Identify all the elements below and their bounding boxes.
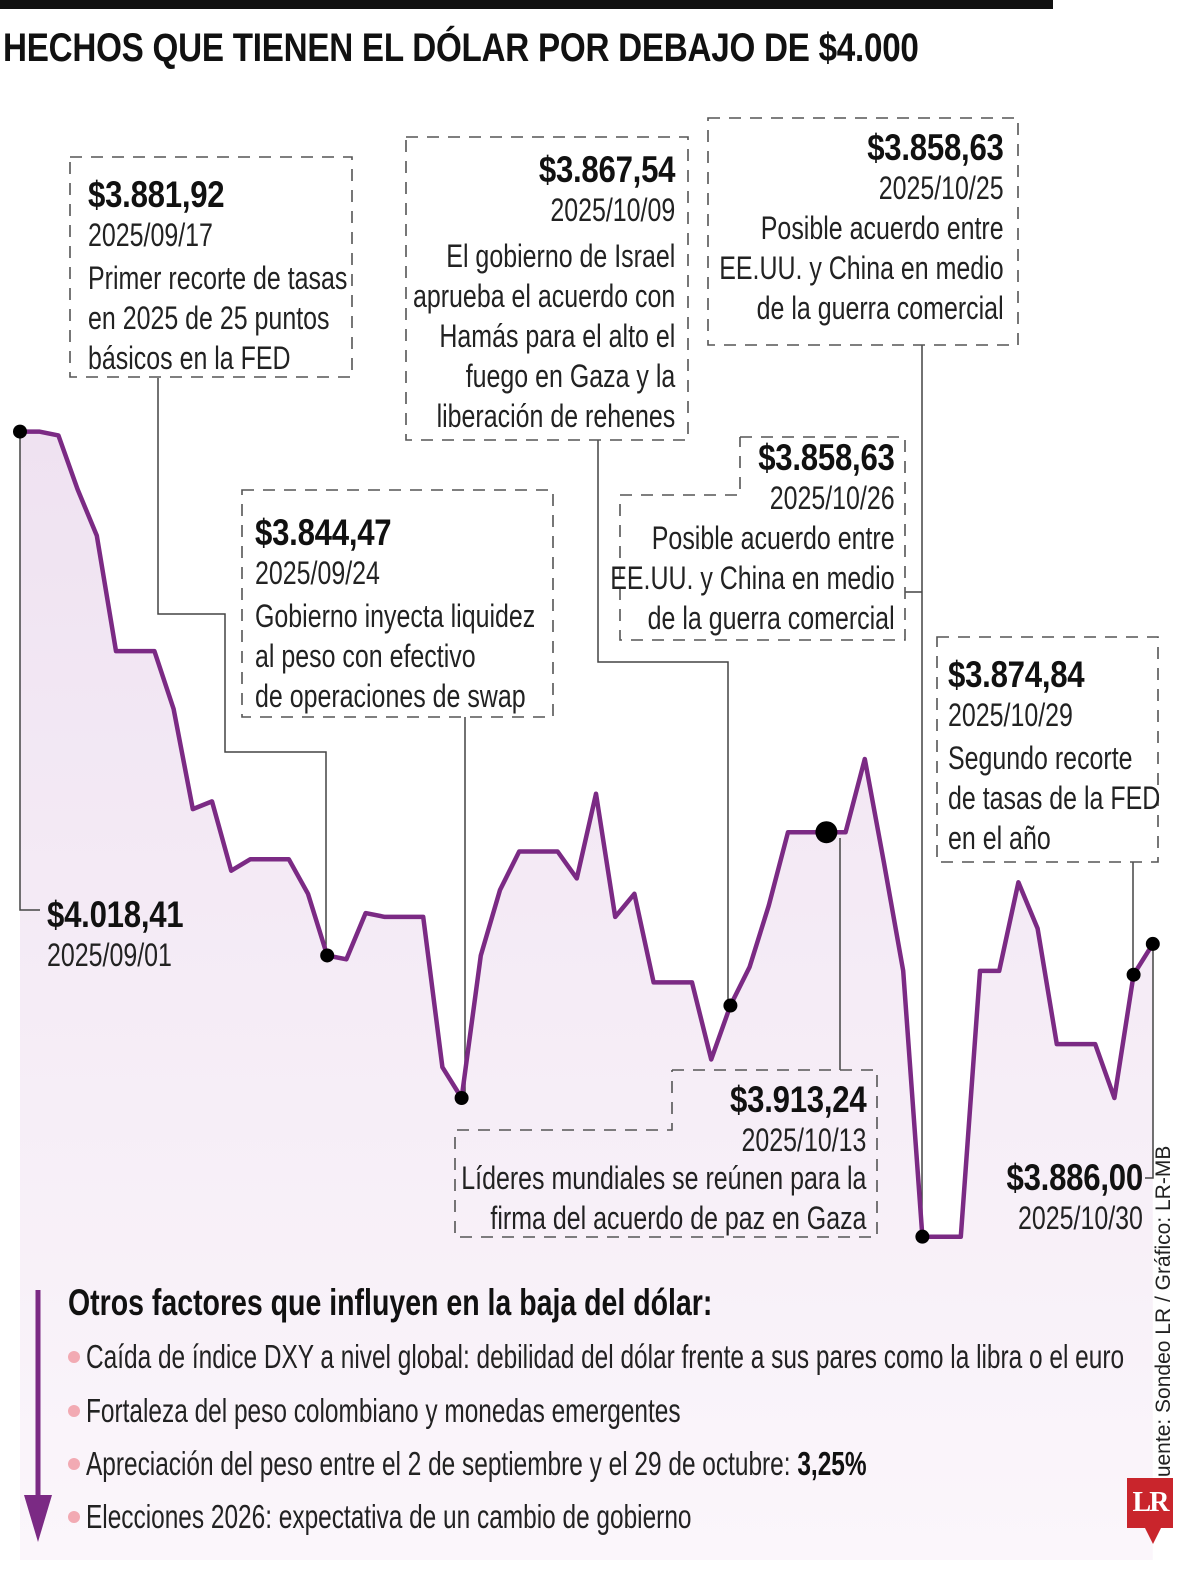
annotation-text: Hamás para el alto el [439,318,675,354]
annotation-date: 2025/10/09 [550,192,675,228]
factor-percentage: 3,25% [797,1445,867,1482]
box-0917 [69,156,353,378]
box-0924 [241,489,554,718]
factor-text: Caída de índice DXY a nivel global: debi… [86,1338,1125,1375]
annotation-text: Gobierno inyecta liquidez [255,598,536,634]
annotation-text: al peso con efectivo [255,638,476,674]
annotation-text: Primer recorte de tasas [88,260,348,296]
annotation-boxes [69,117,1159,1238]
box-1009 [405,136,689,441]
annotation-value: $3.913,24 [729,1079,867,1120]
annotation-date: 2025/09/24 [255,555,380,591]
factor-text: Apreciación del peso entre el 2 de septi… [86,1445,798,1482]
annotation-1025: $3.858,63 2025/10/25 Posible acuerdo ent… [719,128,1005,328]
annotation-0924: $3.844,47 2025/09/24 Gobierno inyecta li… [255,513,535,716]
bullet-dot-icon [68,1458,80,1470]
leader-lines [19,345,1154,1235]
annotation-text: EE.UU. y China en medio [610,560,895,596]
data-point-marker [815,821,838,844]
annotation-value: $4.018,41 [47,894,184,935]
data-point-marker [1145,936,1160,951]
annotation-text: básicos en la FED [88,340,291,376]
annotation-date: 2025/10/30 [1018,1200,1143,1236]
annotation-text: liberación de rehenes [436,398,675,434]
source-credit: Fuente: Sondeo LR / Gráfico: LR-MB [1152,1145,1175,1490]
lr-logo: LR [1127,1478,1173,1544]
area-fill [20,431,1153,1561]
annotation-text: Posible acuerdo entre [761,210,1004,246]
data-point-marker [915,1229,930,1244]
bullet-dot-icon [68,1511,80,1523]
annotation-text: Posible acuerdo entre [652,520,895,556]
annotation-text: firma del acuerdo de paz en Gaza [489,1200,866,1236]
data-point-marker [723,998,738,1013]
annotation-value: $3.874,84 [948,654,1085,695]
annotation-date: 2025/10/26 [770,480,895,516]
annotation-date: 2025/09/01 [47,937,172,973]
annotation-text: Segundo recorte [948,740,1133,776]
annotation-text: EE.UU. y China en medio [719,250,1004,286]
other-factors: Otros factores que influyen en la baja d… [68,1280,1124,1535]
top-rule [0,0,1053,9]
factor-text-wrap: Apreciación del peso entre el 2 de septi… [86,1444,867,1484]
annotation-date: 2025/10/25 [879,170,1004,206]
data-point-marker [454,1090,469,1105]
annotation-1026: $3.858,63 2025/10/26 Posible acuerdo ent… [610,438,896,638]
box-1013 [454,1069,878,1238]
annotation-text: Líderes mundiales se reúnen para la [460,1160,866,1196]
factor-text: Fortaleza del peso colombiano y monedas … [86,1392,681,1429]
annotation-0901: $4.018,41 2025/09/01 [47,895,184,975]
factors-heading: Otros factores que influyen en la baja d… [68,1282,713,1323]
annotation-text: de la guerra comercial [757,290,1004,326]
factor-text: Elecciones 2026: expectativa de un cambi… [86,1498,692,1535]
box-1029 [936,636,1159,863]
annotation-1013: $3.913,24 2025/10/13 Líderes mundiales s… [461,1080,866,1238]
annotation-date: 2025/10/29 [948,697,1073,733]
annotation-text: en el año [948,820,1051,856]
annotation-text: fuego en Gaza y la [465,358,675,394]
box-1026 [619,436,906,641]
annotation-0917: $3.881,92 2025/09/17 Primer recorte de t… [88,175,347,378]
exchange-rate-line [20,429,1155,1239]
annotation-text: El gobierno de Israel [446,238,675,274]
data-point-marker [1126,967,1141,982]
annotation-text: de tasas de la FED [948,780,1161,816]
annotation-value: $3.867,54 [538,149,676,190]
annotation-text: en 2025 de 25 puntos [88,300,330,336]
data-point-marker [320,948,335,963]
leader-1009 [597,440,729,1007]
bullet-dot-icon [68,1351,80,1363]
leader-1030 [1145,943,1154,1179]
annotation-value: $3.858,63 [867,127,1005,168]
page-title: HECHOS QUE TIENEN EL DÓLAR POR DEBAJO DE… [3,26,919,70]
box-1025 [707,117,1019,346]
data-point-marker [13,424,27,439]
annotation-date: 2025/09/17 [88,217,213,253]
bullet-dot-icon [68,1405,80,1417]
down-arrow [24,1290,52,1542]
markers [13,424,1160,1244]
annotation-text: de la guerra comercial [648,600,895,636]
annotation-text: de operaciones de swap [255,678,526,714]
annotation-date: 2025/10/13 [741,1122,866,1158]
annotation-value: $3.886,00 [1006,1157,1144,1198]
leader-0901 [19,430,40,911]
annotation-1029: $3.874,84 2025/10/29 Segundo recorte de … [948,655,1160,858]
annotation-1009: $3.867,54 2025/10/09 El gobierno de Isra… [412,150,676,436]
annotation-text: aprueba el acuerdo con [412,278,675,314]
annotation-value: $3.844,47 [255,512,392,553]
annotation-value: $3.881,92 [88,174,225,215]
leader-0917 [157,378,327,955]
annotation-1030: $3.886,00 2025/10/30 [1007,1158,1144,1238]
annotation-value: $3.858,63 [758,437,896,478]
